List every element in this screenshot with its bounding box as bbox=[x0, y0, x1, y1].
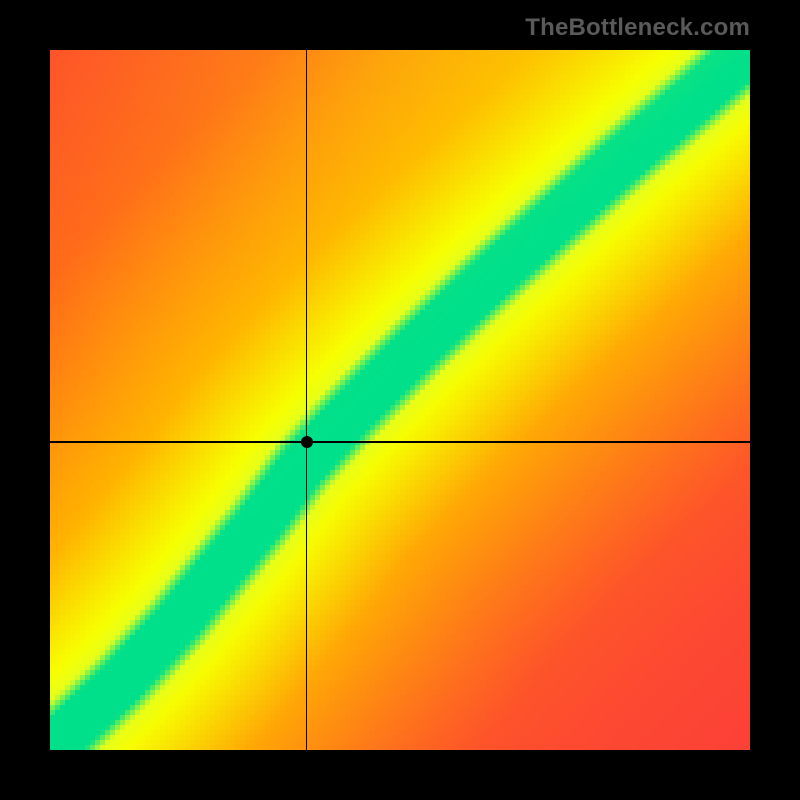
heatmap-canvas bbox=[50, 50, 750, 750]
watermark-text: TheBottleneck.com bbox=[525, 14, 750, 42]
heatmap-plot bbox=[50, 50, 750, 750]
crosshair-vertical bbox=[306, 50, 307, 750]
crosshair-horizontal bbox=[50, 441, 750, 442]
data-point-marker bbox=[301, 436, 313, 448]
